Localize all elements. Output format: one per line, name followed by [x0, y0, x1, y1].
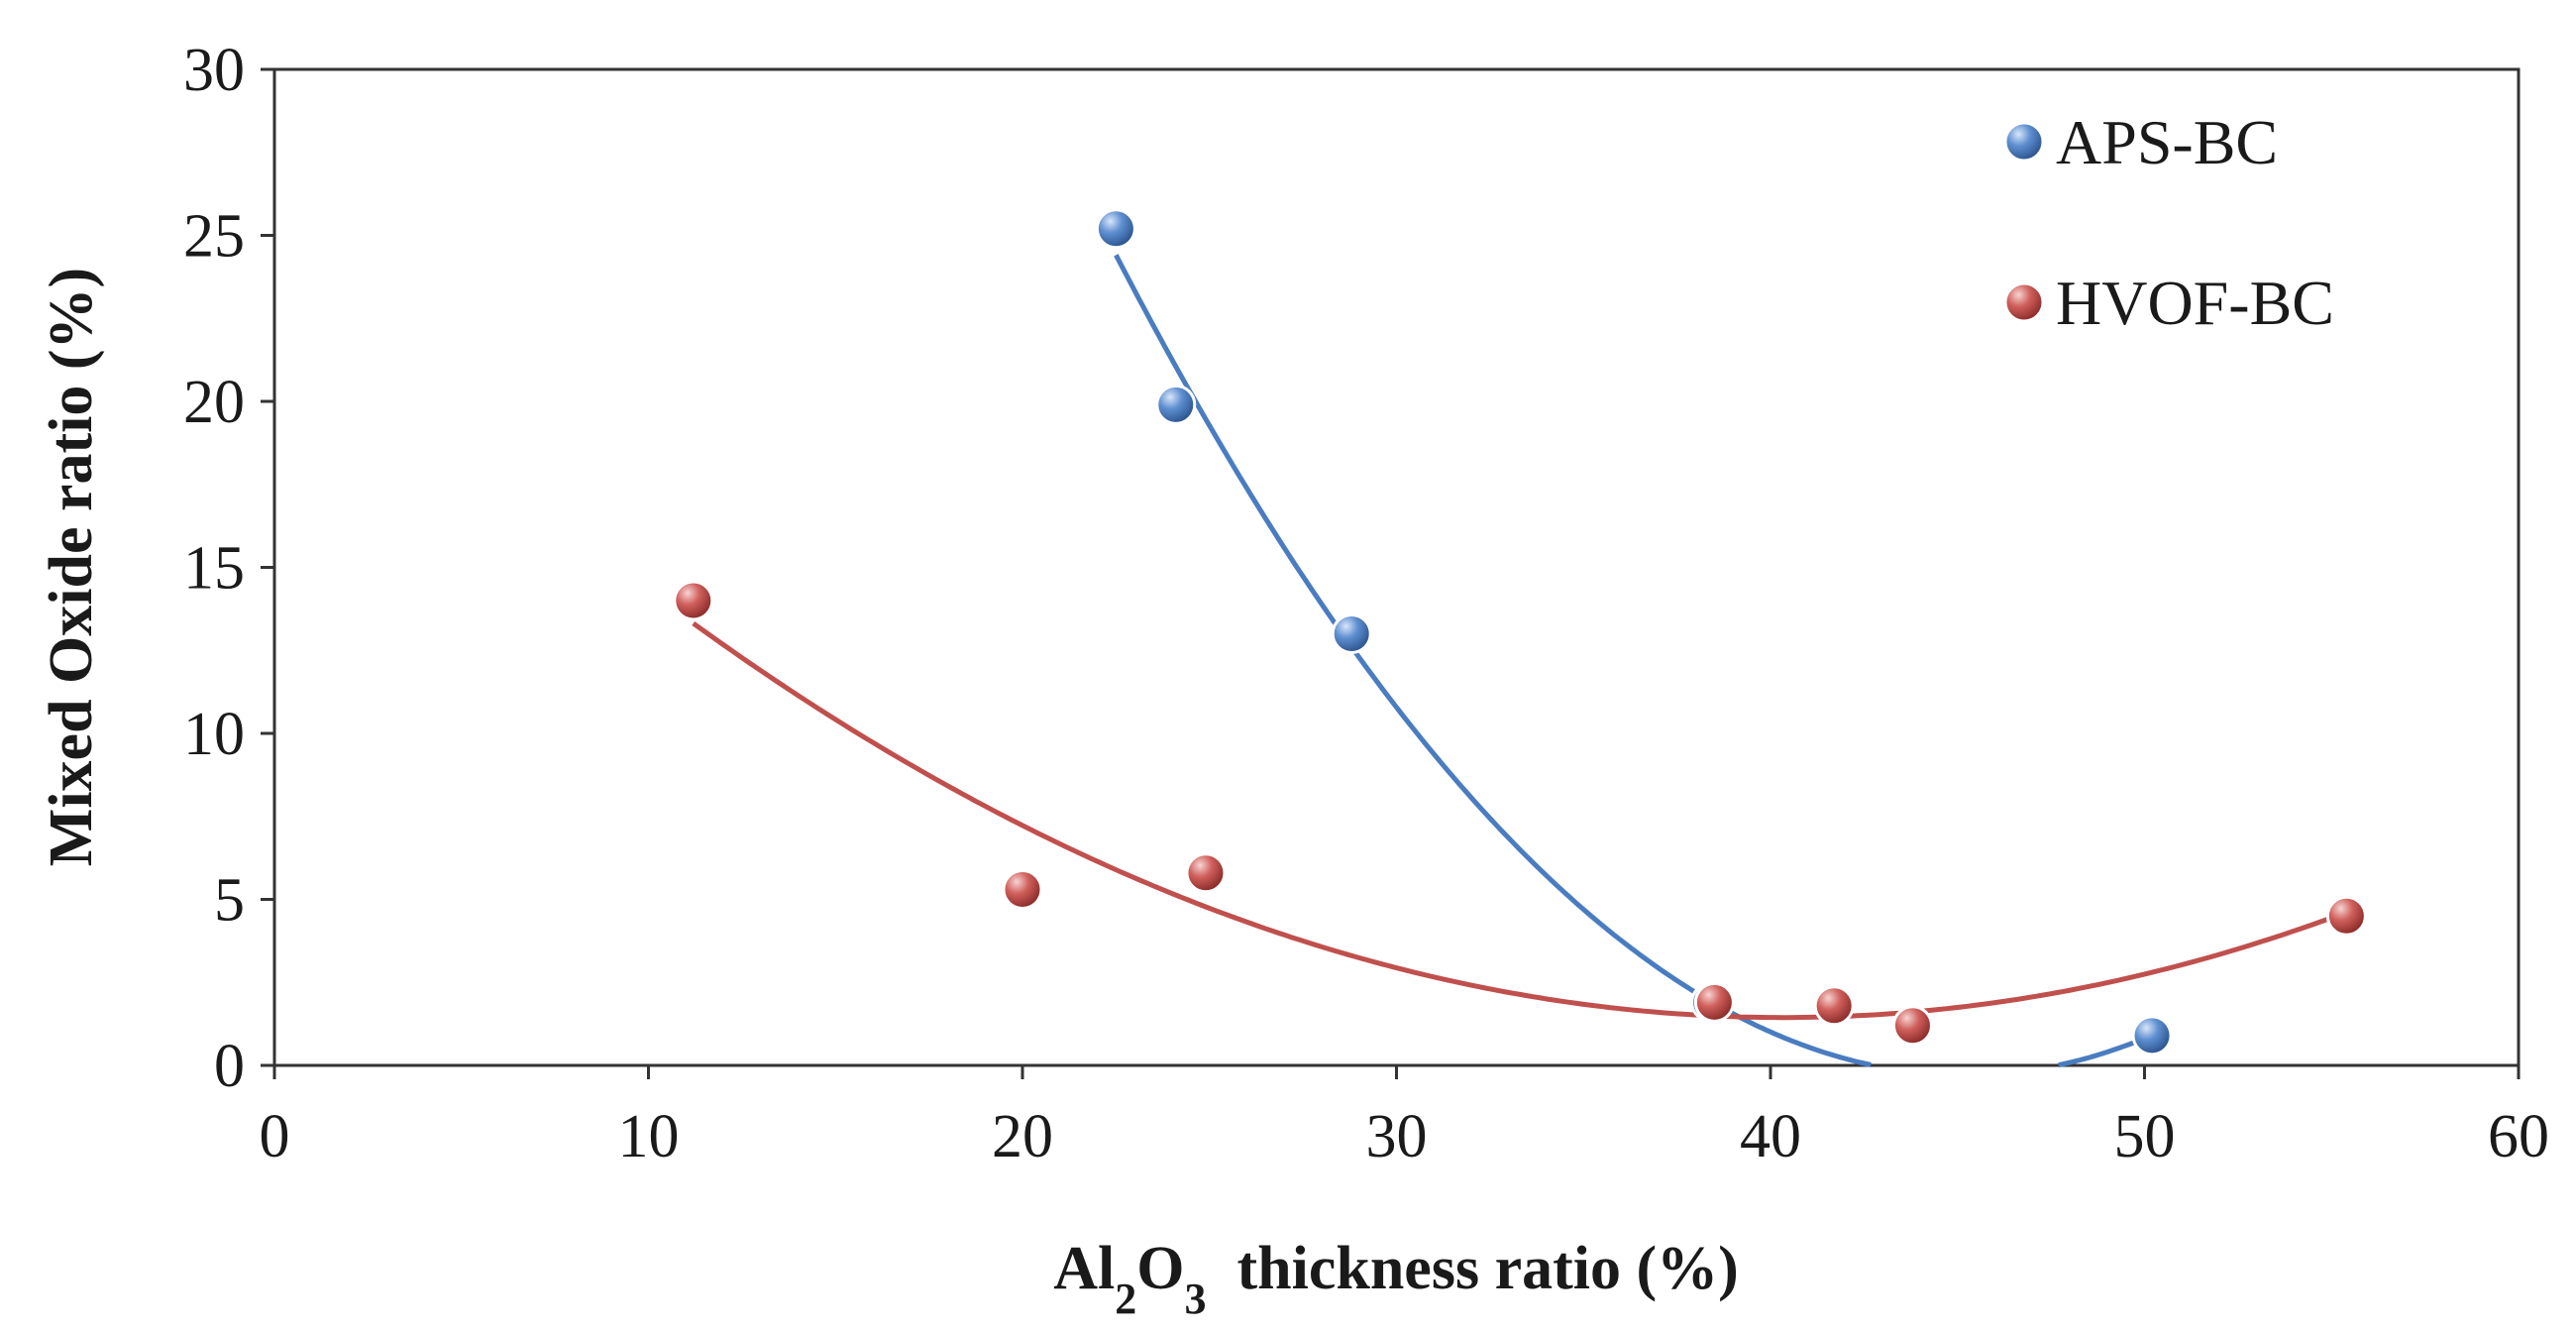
- y-axis-ticks: 0 5 10 15 20 25 30: [183, 37, 274, 1100]
- y-tick-label: 15: [183, 535, 245, 603]
- y-axis-title: Mixed Oxide ratio (%): [38, 268, 105, 866]
- x-tick-label: 60: [2488, 1103, 2549, 1170]
- data-point-hvof-bc: [1693, 981, 1735, 1023]
- x-tick-label: 50: [2114, 1103, 2176, 1170]
- y-tick-label: 25: [183, 203, 245, 271]
- data-point-hvof-bc: [673, 580, 714, 621]
- y-tick-label: 30: [183, 37, 245, 104]
- legend-marker-hvof-bc: [2003, 281, 2045, 323]
- x-axis-title: Al2O3 thickness ratio (%): [1053, 1235, 1739, 1323]
- data-point-aps-bc: [1155, 384, 1197, 425]
- data-point-aps-bc: [1095, 208, 1136, 250]
- trendline-hvof-bc: [692, 620, 2348, 1021]
- legend-label-aps-bc: APS-BC: [2056, 107, 2278, 177]
- data-point-aps-bc: [1331, 613, 1372, 654]
- data-points: [673, 208, 2367, 1056]
- data-point-hvof-bc: [1002, 868, 1043, 910]
- data-point-hvof-bc: [1813, 985, 1855, 1027]
- x-tick-label: 40: [1740, 1103, 1801, 1170]
- data-point-hvof-bc: [2325, 895, 2367, 937]
- x-tick-label: 0: [260, 1103, 290, 1170]
- y-tick-label: 5: [214, 867, 245, 935]
- legend-label-hvof-bc: HVOF-BC: [2056, 268, 2334, 338]
- y-tick-label: 20: [183, 369, 245, 436]
- y-tick-label: 10: [183, 701, 245, 768]
- x-tick-label: 10: [618, 1103, 680, 1170]
- data-point-hvof-bc: [1185, 852, 1227, 894]
- x-axis-ticks: 0 10 20 30 40 50 60: [260, 1065, 2549, 1170]
- y-tick-label: 0: [214, 1033, 245, 1100]
- plot-area: [272, 67, 2521, 1067]
- data-point-hvof-bc: [1891, 1005, 1933, 1047]
- legend-marker-aps-bc: [2003, 121, 2045, 163]
- x-tick-label: 30: [1366, 1103, 1428, 1170]
- x-tick-label: 20: [992, 1103, 1053, 1170]
- data-point-aps-bc: [2131, 1015, 2173, 1056]
- trendline-aps-bc: [1114, 254, 1872, 1067]
- legend: APS-BC HVOF-BC: [2003, 107, 2334, 338]
